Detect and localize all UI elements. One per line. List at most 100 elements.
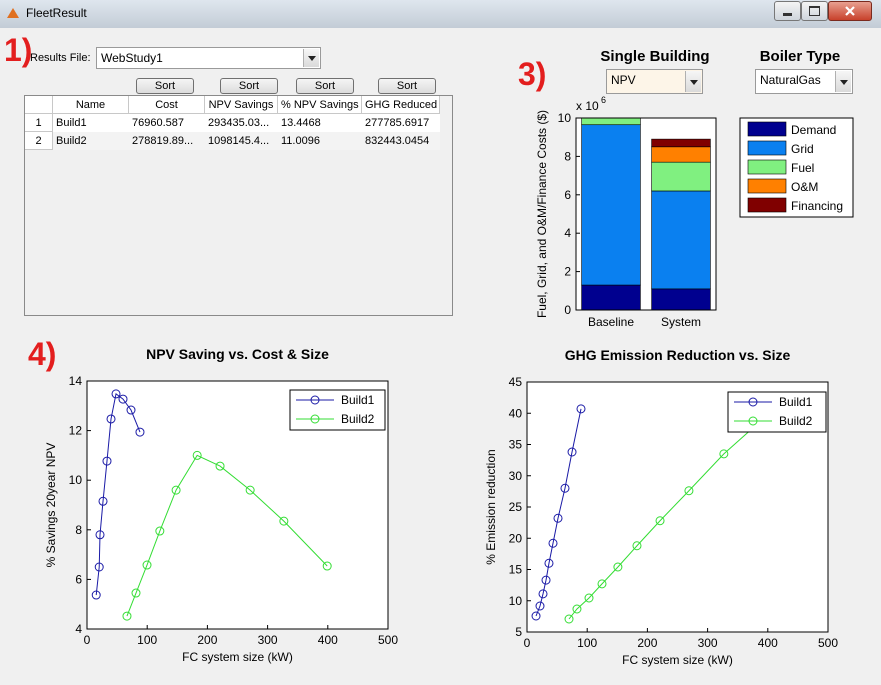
axes-frame bbox=[86, 380, 389, 630]
data-point bbox=[632, 541, 642, 551]
close-button[interactable] bbox=[828, 1, 872, 21]
axes-frame bbox=[526, 381, 829, 633]
y-tick-label: 4 bbox=[564, 226, 571, 240]
data-point bbox=[584, 593, 594, 603]
row-header: 1 bbox=[25, 114, 53, 132]
bar-segment bbox=[651, 288, 711, 311]
sort-button[interactable]: Sort bbox=[136, 78, 194, 94]
data-point bbox=[95, 530, 105, 540]
legend-swatch bbox=[747, 197, 787, 213]
y-tick-label: 14 bbox=[69, 374, 83, 388]
legend-label: Financing bbox=[791, 199, 843, 213]
data-point bbox=[171, 485, 181, 495]
y-tick-label: 4 bbox=[75, 622, 82, 636]
y-tick-label: 15 bbox=[509, 563, 523, 577]
table-cell: 11.0096 bbox=[278, 132, 362, 150]
series-line bbox=[568, 415, 767, 620]
select-value: NaturalGas bbox=[760, 73, 821, 87]
legend-label: O&M bbox=[791, 180, 818, 194]
sort-button[interactable]: Sort bbox=[220, 78, 278, 94]
y-tick-label: 10 bbox=[69, 473, 83, 487]
data-point bbox=[535, 601, 545, 611]
data-point bbox=[118, 394, 128, 404]
data-point bbox=[613, 562, 623, 572]
boiler-type-select[interactable]: NaturalGas bbox=[755, 69, 853, 94]
y-scale-exponent: 6 bbox=[601, 95, 606, 105]
x-tick-label: 400 bbox=[318, 633, 338, 647]
table-cell: 277785.6917 bbox=[362, 114, 440, 132]
x-tick-label: 100 bbox=[137, 633, 157, 647]
y-tick-label: 2 bbox=[564, 265, 571, 279]
table-cell: 832443.0454 bbox=[362, 132, 440, 150]
results-file-select[interactable]: WebStudy1 bbox=[96, 47, 321, 69]
data-point bbox=[245, 485, 255, 495]
x-tick-label: 500 bbox=[818, 636, 838, 650]
table-cell: 13.4468 bbox=[278, 114, 362, 132]
y-tick-label: 5 bbox=[515, 625, 522, 639]
y-scale-label: x 10 bbox=[576, 99, 599, 113]
row-header: 2 bbox=[25, 132, 53, 150]
x-tick-label: 100 bbox=[577, 636, 597, 650]
table-cell: 1098145.4... bbox=[205, 132, 278, 150]
legend-label: Fuel bbox=[791, 161, 814, 175]
x-tick-label: Baseline bbox=[588, 315, 634, 329]
axes-frame bbox=[575, 117, 717, 311]
y-tick-label: 20 bbox=[509, 531, 523, 545]
results-table: Name Cost NPV Savings% NPV Savings GHG Redu… bbox=[24, 95, 453, 316]
window-title: FleetResult bbox=[26, 6, 87, 20]
legend-marker bbox=[748, 416, 758, 426]
data-point bbox=[684, 486, 694, 496]
data-point bbox=[719, 449, 729, 459]
series-line bbox=[126, 454, 328, 617]
series-line bbox=[535, 408, 582, 617]
x-axis-label: FC system size (kW) bbox=[622, 653, 733, 667]
bar-segment bbox=[651, 161, 711, 192]
select-value: NPV bbox=[611, 73, 636, 87]
table-cell: Build2 bbox=[53, 132, 129, 150]
single-building-label: Single Building bbox=[600, 48, 710, 65]
data-point bbox=[192, 450, 202, 460]
data-point bbox=[98, 496, 108, 506]
data-point bbox=[560, 483, 570, 493]
y-tick-label: 35 bbox=[509, 438, 523, 452]
y-tick-label: 30 bbox=[509, 469, 523, 483]
y-tick-label: 12 bbox=[69, 424, 83, 438]
legend-label: Build2 bbox=[341, 412, 375, 426]
minimize-button[interactable] bbox=[774, 1, 801, 21]
legend-box bbox=[289, 389, 386, 431]
title-bar: FleetResult bbox=[0, 0, 881, 28]
legend-box bbox=[727, 391, 827, 433]
y-tick-label: 0 bbox=[564, 303, 571, 317]
legend-marker bbox=[748, 397, 758, 407]
legend-label: Build1 bbox=[779, 395, 813, 409]
data-point bbox=[122, 611, 132, 621]
legend-label: Demand bbox=[791, 123, 836, 137]
legend-swatch bbox=[747, 140, 787, 156]
annotation: 4) bbox=[28, 336, 57, 372]
sort-button[interactable]: Sort bbox=[296, 78, 354, 94]
x-tick-label: 0 bbox=[524, 636, 531, 650]
maximize-button[interactable] bbox=[801, 1, 828, 21]
data-point bbox=[541, 575, 551, 585]
data-point bbox=[91, 590, 101, 600]
data-point bbox=[548, 538, 558, 548]
sort-button[interactable]: Sort bbox=[378, 78, 436, 94]
legend-swatch bbox=[747, 159, 787, 175]
chart-title: NPV Saving vs. Cost & Size bbox=[146, 346, 329, 362]
legend-label: Build2 bbox=[779, 414, 813, 428]
data-point bbox=[544, 558, 554, 568]
table-cell: 76960.587 bbox=[129, 114, 205, 132]
chart-title: GHG Emission Reduction vs. Size bbox=[565, 347, 791, 363]
annotation: 1) bbox=[4, 32, 33, 68]
column-header: % NPV Savings bbox=[278, 96, 362, 114]
results-file-label: Results File: bbox=[30, 52, 91, 64]
single-building-select[interactable]: NPV bbox=[606, 69, 703, 94]
x-tick-label: 300 bbox=[258, 633, 278, 647]
y-tick-label: 8 bbox=[75, 523, 82, 537]
data-point bbox=[572, 604, 582, 614]
data-point bbox=[564, 614, 574, 624]
y-tick-label: 8 bbox=[564, 149, 571, 163]
x-tick-label: 0 bbox=[84, 633, 91, 647]
data-point bbox=[102, 456, 112, 466]
